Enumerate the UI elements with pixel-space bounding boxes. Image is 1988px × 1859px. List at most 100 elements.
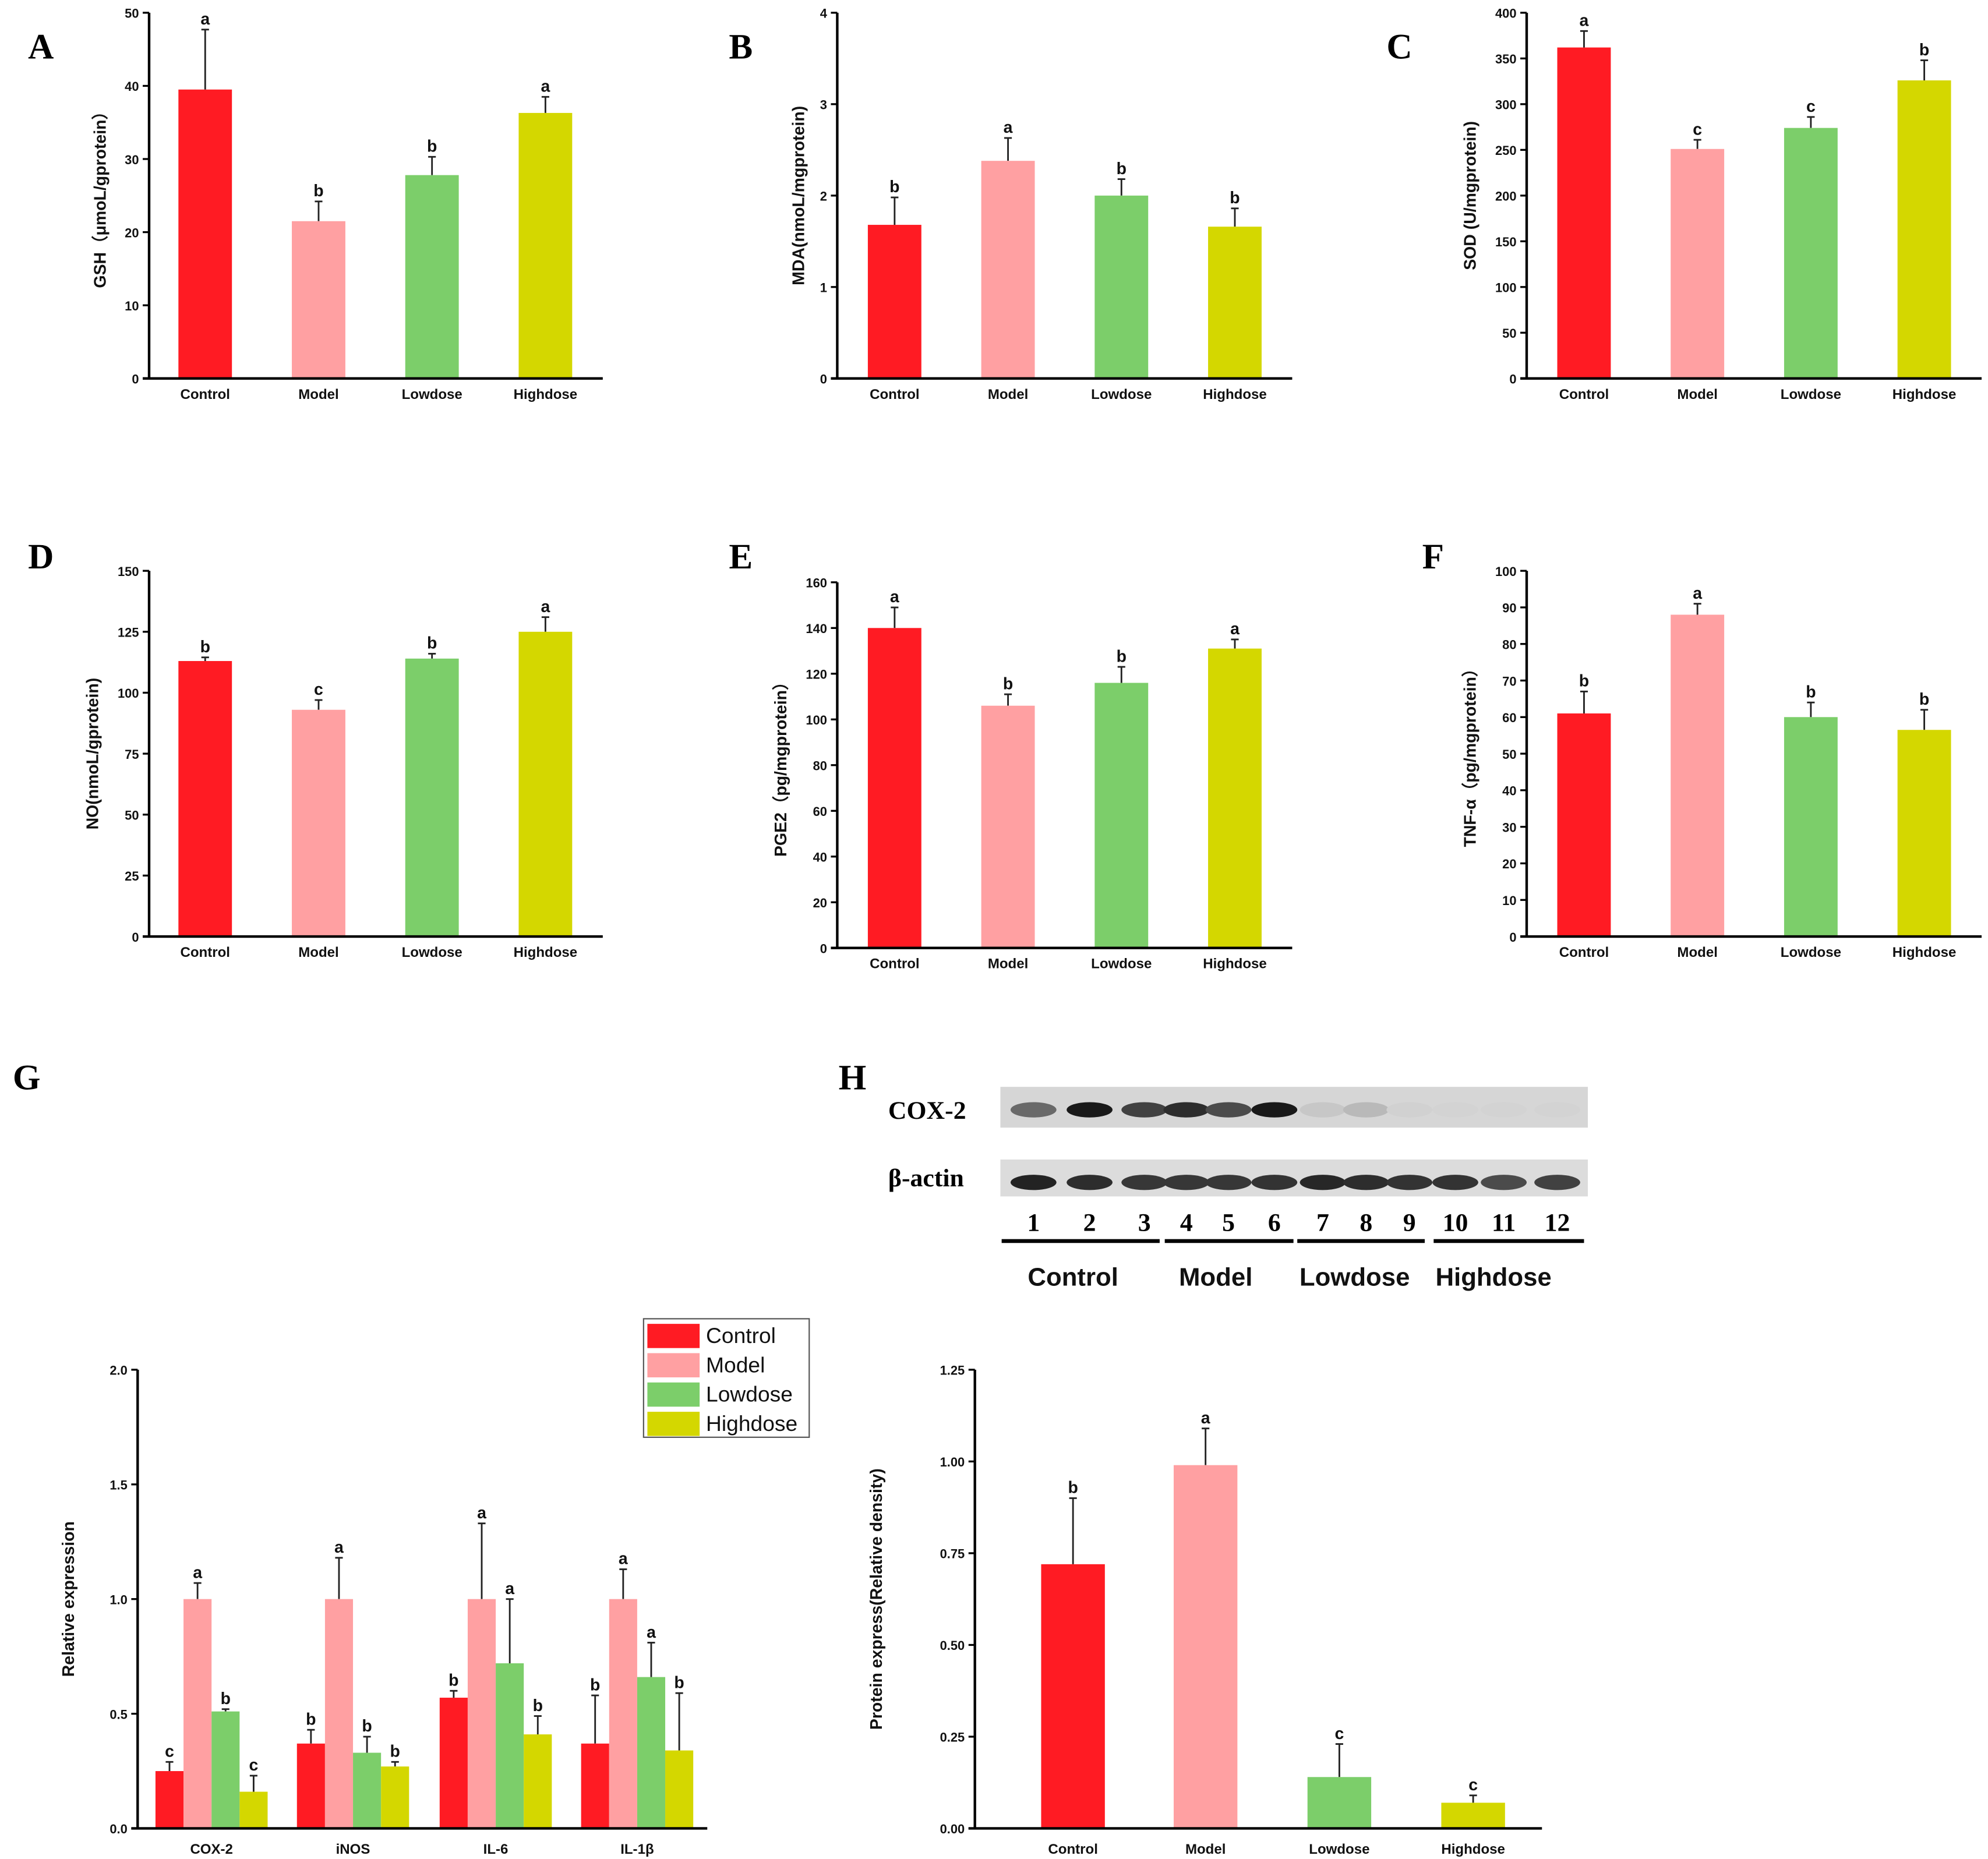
bar xyxy=(1557,713,1611,937)
y-tick-label: 1.25 xyxy=(940,1363,965,1378)
y-tick-label: 80 xyxy=(813,759,827,773)
significance-letter: a xyxy=(541,598,550,616)
lane-number: 4 xyxy=(1180,1208,1193,1236)
x-category-label: iNOS xyxy=(336,1842,370,1857)
bar xyxy=(324,1599,354,1829)
significance-letter: a xyxy=(647,1623,656,1642)
legend-swatch xyxy=(647,1412,700,1436)
significance-letter: b xyxy=(1806,683,1816,701)
y-tick-label: 1.0 xyxy=(110,1592,127,1607)
x-category-label: Lowdose xyxy=(1781,387,1841,402)
significance-letter: b xyxy=(200,638,210,656)
y-tick-label: 100 xyxy=(806,713,827,727)
panel-letter: E xyxy=(729,537,753,577)
y-tick-label: 2 xyxy=(820,189,827,204)
lane-number: 12 xyxy=(1545,1208,1570,1236)
chart-panel-c: C 0 50 100 150 200 250 300 350 400 SOD (U/mgprotei… xyxy=(1386,6,1982,402)
y-tick-label: 0.0 xyxy=(110,1822,127,1836)
bar xyxy=(867,225,921,379)
x-category-label: Lowdose xyxy=(402,387,462,402)
y-tick-label: 200 xyxy=(1495,189,1516,204)
chart-panel-e: E 0 20 40 60 80 100 120 140 160 PGE2（pg/mgprotein）… xyxy=(729,537,1293,972)
significance-letter: a xyxy=(1201,1409,1210,1427)
bar xyxy=(1897,730,1951,937)
significance-letter: a xyxy=(200,10,210,29)
y-tick-label: 20 xyxy=(813,896,827,910)
y-tick-label: 30 xyxy=(1502,820,1516,835)
actin-band xyxy=(1163,1175,1210,1190)
lane-number: 1 xyxy=(1027,1208,1040,1236)
y-tick-label: 350 xyxy=(1495,52,1516,66)
significance-letter: b xyxy=(1003,674,1013,693)
bar xyxy=(239,1791,268,1829)
significance-letter: b xyxy=(427,634,437,653)
actin-band xyxy=(1010,1175,1057,1190)
lane-number: 10 xyxy=(1443,1208,1468,1236)
bar xyxy=(518,112,573,379)
significance-letter: a xyxy=(1693,584,1702,603)
significance-letter: a xyxy=(541,77,550,96)
significance-letter: a xyxy=(890,588,899,606)
x-category-label: Control xyxy=(870,387,919,402)
bar xyxy=(1671,149,1725,379)
y-tick-label: 0 xyxy=(820,941,827,956)
cox2-band xyxy=(1121,1102,1168,1118)
bar xyxy=(1441,1803,1505,1829)
legend-swatch xyxy=(647,1382,700,1407)
bar xyxy=(1208,227,1262,379)
actin-band xyxy=(1121,1175,1168,1190)
y-tick-label: 60 xyxy=(813,804,827,819)
significance-letter: b xyxy=(889,178,899,196)
bar xyxy=(1041,1564,1105,1829)
band-label-cox2: COX-2 xyxy=(888,1097,966,1125)
y-axis-label: NO(nmoL/gprotein) xyxy=(83,678,102,830)
x-category-label: Model xyxy=(1677,387,1717,402)
y-tick-label: 0 xyxy=(820,372,827,387)
significance-letter: a xyxy=(1230,620,1240,638)
cox2-band xyxy=(1481,1102,1527,1118)
x-category-label: Model xyxy=(1185,1842,1226,1857)
bar xyxy=(183,1599,212,1829)
y-tick-label: 50 xyxy=(1502,747,1516,762)
y-tick-label: 50 xyxy=(1502,326,1516,341)
bar xyxy=(296,1743,325,1829)
bar xyxy=(518,631,573,937)
bar xyxy=(1784,128,1838,379)
significance-letter: a xyxy=(619,1550,628,1568)
bar xyxy=(1897,80,1951,379)
significance-letter: b xyxy=(1230,189,1240,207)
y-tick-label: 75 xyxy=(125,747,139,762)
y-axis-label: SOD (U/mgprotein) xyxy=(1461,121,1479,270)
panel-letter: B xyxy=(729,27,753,67)
actin-band xyxy=(1251,1175,1298,1190)
y-tick-label: 160 xyxy=(806,576,827,591)
x-category-label: Control xyxy=(1559,945,1609,960)
cox2-band xyxy=(1205,1102,1252,1118)
x-category-label: Highdose xyxy=(514,945,578,960)
bar xyxy=(1671,614,1725,937)
y-tick-label: 0 xyxy=(132,930,139,945)
x-category-label: COX-2 xyxy=(190,1842,233,1857)
panel-letter: D xyxy=(28,537,54,577)
cox2-band xyxy=(1010,1102,1057,1118)
x-category-label: Model xyxy=(298,945,338,960)
y-axis-label: Protein express(Relative density) xyxy=(867,1468,886,1730)
y-tick-label: 20 xyxy=(125,225,139,240)
y-tick-label: 0 xyxy=(132,372,139,387)
x-category-label: Control xyxy=(1048,1842,1097,1857)
y-tick-label: 90 xyxy=(1502,601,1516,616)
y-tick-label: 10 xyxy=(125,299,139,313)
lane-number: 7 xyxy=(1316,1208,1329,1236)
y-tick-label: 40 xyxy=(125,79,139,94)
cox2-band xyxy=(1343,1102,1389,1118)
cox2-band xyxy=(1386,1102,1433,1118)
bar xyxy=(1557,47,1611,379)
x-category-label: Model xyxy=(298,387,338,402)
significance-letter: b xyxy=(362,1717,372,1736)
significance-letter: b xyxy=(1117,647,1127,666)
actin-band xyxy=(1481,1175,1527,1190)
chart-panel-f: F 0 10 20 30 40 50 60 70 80 90 100 TNF-α（pg/mgprotei… xyxy=(1422,537,1982,960)
y-tick-label: 30 xyxy=(125,153,139,167)
cox2-band xyxy=(1300,1102,1346,1118)
lane-number: 8 xyxy=(1360,1208,1372,1236)
